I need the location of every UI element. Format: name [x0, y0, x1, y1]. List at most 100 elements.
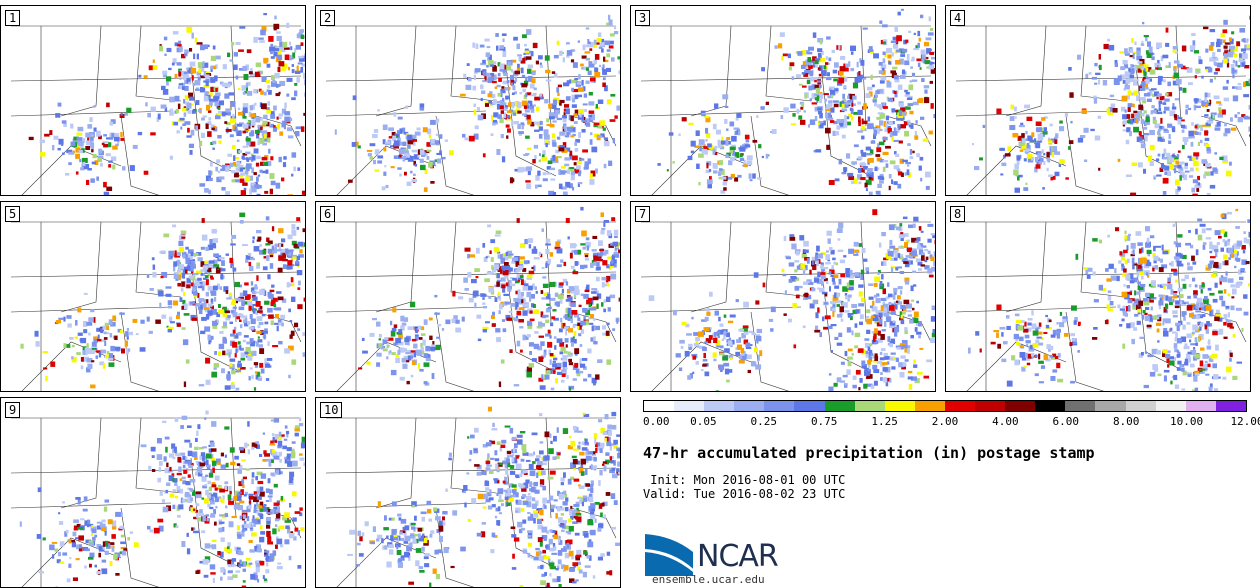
precip-cell: [80, 337, 87, 344]
precip-cell: [841, 108, 848, 112]
precip-cell: [533, 304, 536, 308]
precip-cell: [126, 107, 132, 113]
precip-cell: [563, 170, 568, 173]
precip-cell: [851, 102, 854, 107]
precip-cell: [248, 175, 253, 181]
precip-cell: [539, 120, 543, 125]
precip-cell: [827, 95, 833, 99]
member-panel-6[interactable]: 6: [315, 201, 621, 392]
precip-cell: [435, 344, 441, 351]
member-panel-3[interactable]: 3: [630, 5, 936, 196]
precip-cell: [1143, 35, 1149, 38]
member-panel-7[interactable]: 7: [630, 201, 936, 392]
precip-cell: [284, 54, 290, 60]
precip-cell: [606, 99, 612, 105]
precip-cell: [199, 300, 202, 304]
precip-cell: [1188, 82, 1193, 86]
precip-cell: [1175, 78, 1182, 85]
precip-cell: [57, 147, 61, 151]
precip-cell: [512, 277, 517, 281]
precip-cell: [245, 346, 251, 352]
precip-cell: [496, 337, 501, 343]
precip-cell: [578, 304, 582, 307]
precip-cell: [159, 45, 163, 52]
precip-cell: [413, 160, 416, 166]
precip-cell: [256, 132, 260, 139]
precip-cell: [868, 343, 873, 347]
precip-cell: [906, 303, 912, 309]
precip-cell: [847, 313, 854, 316]
precip-cell: [870, 74, 873, 80]
member-panel-5[interactable]: 5: [0, 201, 306, 392]
precip-cell: [704, 115, 710, 119]
precip-cell: [826, 250, 829, 253]
precip-cell: [703, 146, 708, 150]
precip-cell: [815, 87, 820, 93]
precip-cell: [202, 115, 207, 118]
member-panel-2[interactable]: 2: [315, 5, 621, 196]
precip-cell: [58, 138, 64, 145]
precip-cell: [28, 136, 34, 141]
precip-cell: [865, 146, 871, 151]
precip-cell: [246, 341, 251, 345]
precip-cell: [588, 101, 595, 106]
precip-cell: [726, 339, 730, 343]
precip-cell: [192, 283, 197, 290]
precip-cell: [305, 254, 306, 260]
precip-cell: [214, 103, 219, 107]
precip-cell: [591, 249, 597, 252]
precip-cell: [170, 321, 175, 324]
precip-cell: [291, 69, 295, 74]
precip-cell: [905, 39, 909, 43]
precip-cell: [1226, 170, 1232, 177]
precip-cell: [918, 97, 924, 103]
precip-cell: [613, 31, 619, 35]
precip-cell: [1130, 192, 1137, 195]
precip-cell: [583, 293, 589, 299]
precip-cell: [567, 236, 570, 240]
member-panel-8[interactable]: 8: [945, 201, 1251, 392]
precip-cell: [390, 145, 395, 148]
precip-cell: [895, 153, 900, 158]
precip-cell: [838, 222, 844, 229]
precip-cell: [824, 98, 827, 102]
precip-cell: [119, 113, 125, 118]
precip-cell: [287, 345, 294, 351]
precip-cell: [238, 87, 241, 91]
member-panel-1[interactable]: 1: [0, 5, 306, 196]
precip-cell: [237, 123, 243, 127]
precip-cell: [488, 76, 495, 81]
precip-cell: [1187, 266, 1193, 271]
precip-cell: [218, 257, 225, 260]
precip-cell: [196, 87, 199, 90]
precip-cell: [745, 139, 750, 143]
precip-cell: [851, 330, 854, 336]
precip-cell: [874, 101, 878, 107]
precip-cell: [717, 139, 720, 145]
precip-cell: [593, 44, 597, 48]
precip-cell: [880, 372, 883, 375]
precip-cell: [1091, 76, 1097, 80]
precip-cell: [1181, 367, 1185, 372]
precip-cell: [693, 343, 700, 347]
precip-cell: [1138, 131, 1142, 136]
precip-cell: [1068, 140, 1074, 144]
precip-cell: [816, 260, 819, 266]
precip-cell: [1026, 142, 1030, 148]
precip-cell: [263, 91, 267, 96]
precip-cell: [175, 273, 181, 279]
precip-cell: [834, 178, 840, 182]
precip-cell: [589, 173, 593, 179]
precip-cell: [724, 368, 730, 375]
precip-cell: [895, 303, 898, 310]
precip-cell: [1180, 124, 1186, 128]
precip-cell: [679, 339, 685, 344]
precip-cell: [755, 300, 760, 305]
precip-cell: [886, 96, 889, 100]
precip-cell: [843, 63, 847, 67]
precip-cell: [274, 45, 277, 51]
precip-cell: [262, 135, 269, 142]
precip-cell: [796, 108, 800, 114]
member-panel-4[interactable]: 4: [945, 5, 1251, 196]
precip-cell: [369, 332, 375, 337]
